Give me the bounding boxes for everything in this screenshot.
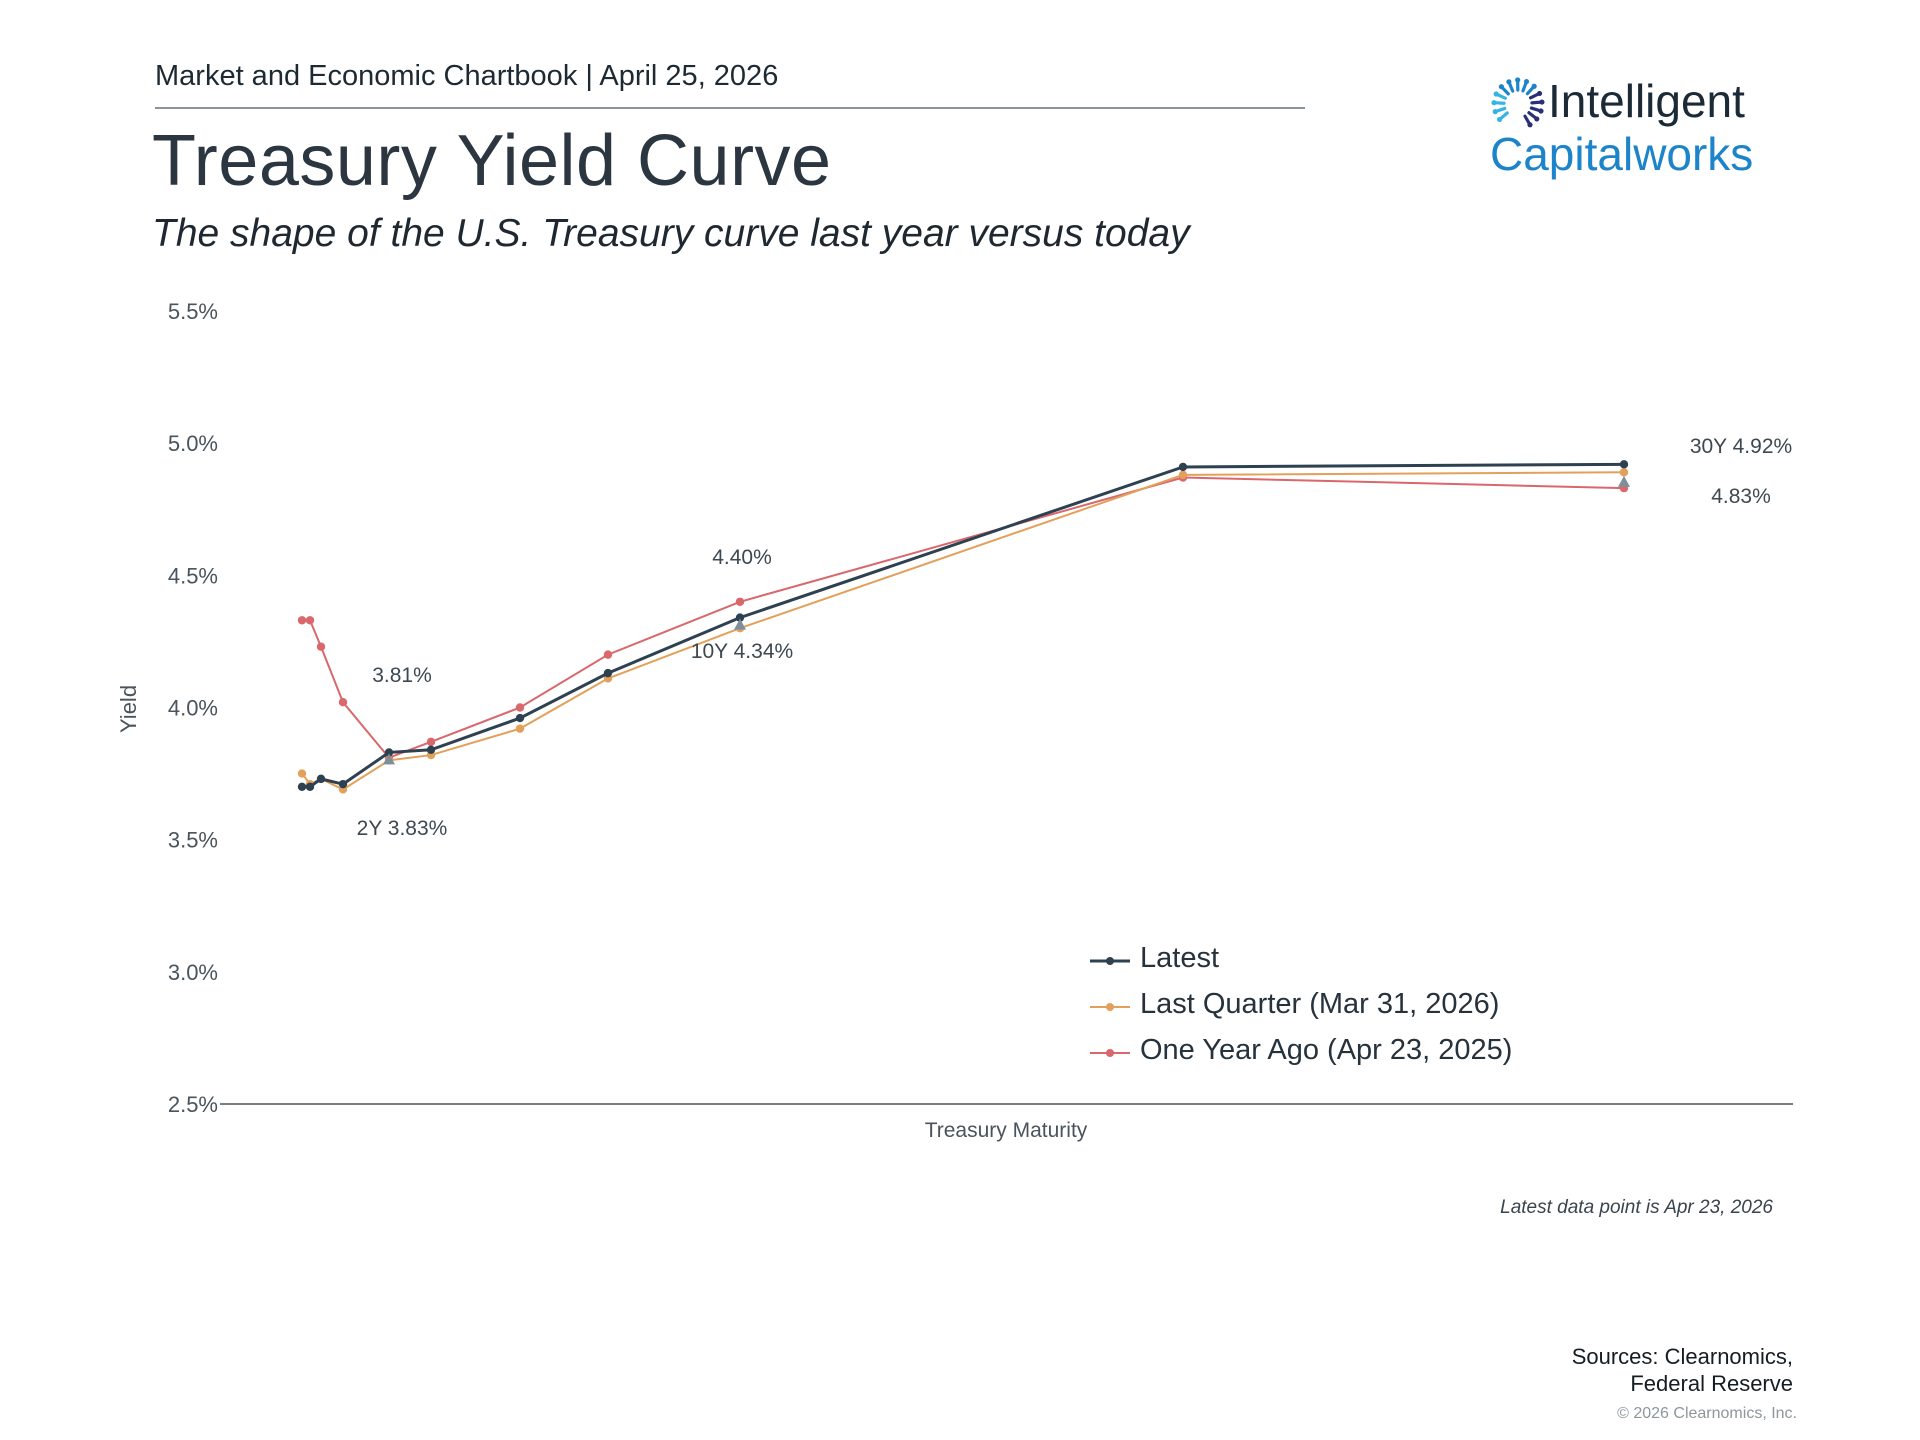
data-point-latest [316, 774, 326, 784]
data-point-last-quarter [1619, 468, 1629, 477]
y-tick-label: 2.5% [168, 1092, 218, 1117]
logo-burst-icon [1491, 77, 1545, 128]
data-point-one-year-ago [735, 597, 745, 606]
sources-note: Sources: Clearnomics, Federal Reserve [1572, 1343, 1793, 1397]
legend-swatch-latest [1090, 957, 1130, 965]
annotation-label: 10Y 4.34% [691, 640, 793, 663]
data-point-latest [338, 779, 348, 789]
data-point-one-year-ago [305, 616, 315, 625]
data-point-latest [603, 668, 613, 678]
annotation-label: 4.40% [712, 546, 772, 569]
data-point-latest [515, 713, 525, 723]
data-point-last-quarter [297, 769, 307, 778]
series-line-last-quarter [301, 471, 1625, 791]
legend-swatch-one-year-ago [1090, 1049, 1130, 1057]
legend-label-one-year-ago: One Year Ago (Apr 23, 2025) [1140, 1034, 1513, 1066]
marker-triangle [383, 753, 395, 765]
logo-word-capitalworks: Capitalworks [1490, 128, 1754, 180]
data-point-latest [1619, 460, 1629, 469]
annotation-label: 3.81% [372, 664, 432, 687]
y-tick-label: 3.0% [168, 960, 218, 985]
sources-line-2: Federal Reserve [1630, 1371, 1793, 1396]
data-point-one-year-ago [316, 642, 326, 651]
series-line-one-year-ago [302, 476, 1625, 759]
y-axis-title: Yield [116, 685, 141, 733]
legend-label-last-quarter: Last Quarter (Mar 31, 2026) [1140, 988, 1500, 1020]
y-tick-label: 5.0% [168, 431, 218, 456]
data-point-one-year-ago [426, 737, 436, 747]
data-point-one-year-ago [297, 616, 307, 625]
header-divider [155, 107, 1305, 109]
series-line-latest [302, 462, 1625, 789]
page-title: Treasury Yield Curve [152, 121, 832, 201]
data-point-one-year-ago [603, 650, 613, 659]
data-point-latest [297, 782, 307, 791]
y-tick-label: 5.5% [168, 299, 218, 324]
legend-swatch-last-quarter [1090, 1003, 1130, 1011]
data-point-latest [426, 745, 436, 754]
annotation-label: 4.83% [1711, 485, 1771, 508]
data-point-latest [305, 782, 315, 791]
data-point-latest [384, 748, 394, 757]
page-subtitle: The shape of the U.S. Treasury curve las… [152, 212, 1190, 255]
y-tick-label: 3.5% [168, 828, 218, 853]
company-logo: Intelligent Capitalworks [1490, 74, 1790, 184]
data-point-one-year-ago [515, 703, 525, 712]
annotation-label: 30Y 4.92% [1690, 435, 1792, 458]
logo-word-intelligent: Intelligent [1548, 75, 1745, 127]
annotation-label: 2Y 3.83% [357, 817, 448, 840]
y-tick-label: 4.5% [168, 563, 218, 588]
data-note: Latest data point is Apr 23, 2026 [1500, 1197, 1773, 1218]
data-point-last-quarter [515, 724, 525, 733]
copyright-note: © 2026 Clearnomics, Inc. [1617, 1405, 1797, 1422]
data-point-latest [735, 613, 745, 622]
marker-triangle [734, 618, 746, 630]
chartbook-header: Market and Economic Chartbook | April 25… [155, 60, 779, 92]
x-axis-title: Treasury Maturity [925, 1119, 1088, 1142]
legend-label-latest: Latest [1140, 942, 1219, 974]
sources-line-1: Sources: Clearnomics, [1571, 1344, 1793, 1369]
data-point-one-year-ago [338, 698, 348, 707]
marker-triangle [1618, 475, 1630, 487]
y-tick-label: 4.0% [168, 696, 218, 721]
data-point-last-quarter [1178, 470, 1188, 480]
data-point-latest [1178, 462, 1188, 472]
